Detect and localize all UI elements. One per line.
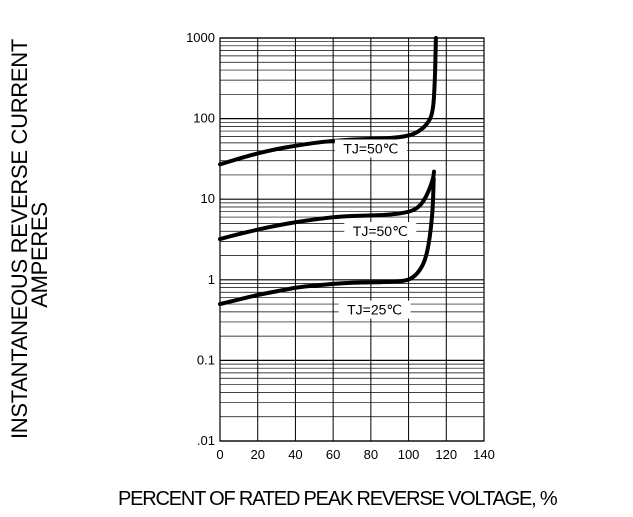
x-tick-label: 60 <box>326 447 340 462</box>
x-tick-labels: 0 20 40 60 80 100 120 140 <box>216 447 494 462</box>
y-tick-label: 0.1 <box>197 352 215 367</box>
series-label-bg <box>344 221 417 240</box>
series-label-bg <box>334 139 407 158</box>
x-tick-label: 140 <box>473 447 495 462</box>
series-line-2 <box>218 169 436 242</box>
x-tick-label: 40 <box>288 447 302 462</box>
y-tick-label: 1000 <box>186 30 215 45</box>
y-tick-label: .01 <box>197 433 215 448</box>
y-tick-label: 1 <box>208 272 215 287</box>
y-axis-title-line2: AMPERES <box>27 202 52 308</box>
x-axis-title: PERCENT OF RATED PEAK REVERSE VOLTAGE, % <box>118 488 558 510</box>
x-tick-label: 100 <box>398 447 420 462</box>
series-line-3 <box>218 176 436 307</box>
series-label-3: TJ=25℃ <box>347 302 402 318</box>
y-tick-label: 100 <box>193 111 215 126</box>
series-labels: TJ=50℃ TJ=50℃ TJ=25℃ <box>334 139 417 319</box>
x-tick-label: 20 <box>250 447 264 462</box>
y-tick-label: 10 <box>201 191 215 206</box>
x-tick-label: 80 <box>364 447 378 462</box>
series-label-bg <box>338 300 411 319</box>
x-tick-label: 0 <box>216 447 223 462</box>
grid-minor-lines <box>220 41 484 418</box>
series-label-1: TJ=50℃ <box>343 140 398 156</box>
y-tick-labels: .01 0.1 1 10 100 1000 <box>186 30 215 448</box>
x-tick-label: 120 <box>435 447 457 462</box>
series-lines <box>218 36 438 307</box>
series-label-2: TJ=50℃ <box>353 223 408 239</box>
